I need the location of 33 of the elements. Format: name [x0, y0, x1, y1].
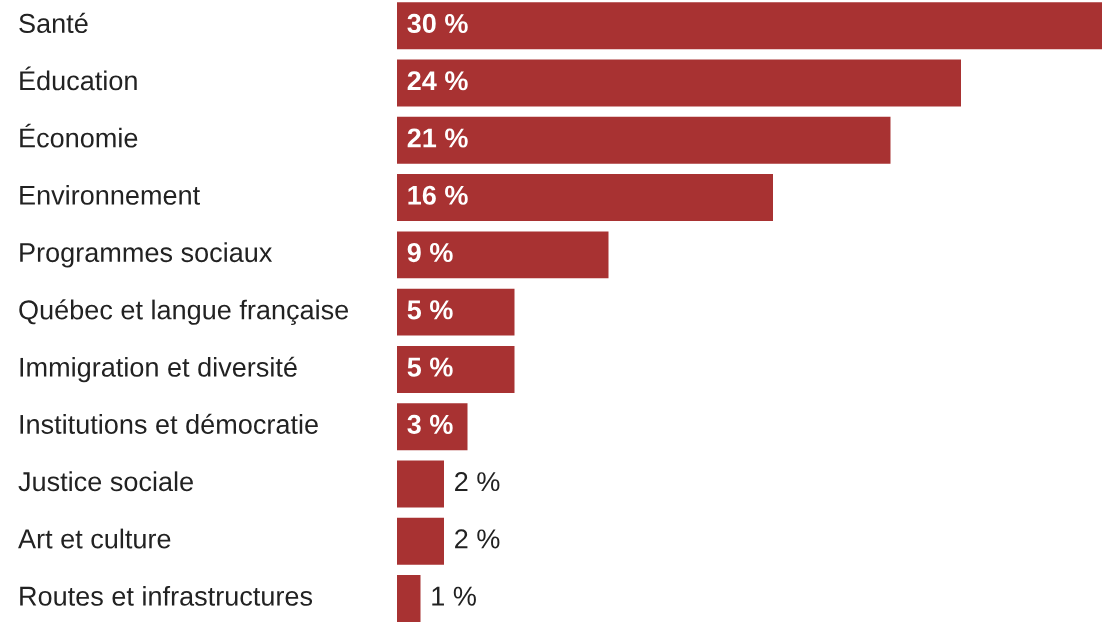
data-label: 5 % — [407, 357, 453, 377]
bar — [397, 2, 1102, 50]
bar — [397, 288, 515, 336]
data-label: 1 % — [432, 586, 476, 606]
bar — [397, 231, 609, 279]
data-label: 21 % — [407, 128, 468, 148]
y-tick-label: Art et culture — [18, 528, 171, 549]
y-tick-label: Justice sociale — [18, 471, 193, 492]
data-label: 3 % — [407, 414, 453, 434]
bar — [397, 403, 468, 451]
bar — [397, 517, 444, 565]
bar — [397, 345, 515, 393]
y-tick-label: Santé — [19, 12, 88, 34]
y-tick-label: Institutions et démocratie — [20, 413, 318, 434]
bar — [397, 174, 773, 222]
bar — [397, 575, 421, 622]
data-label: 2 % — [455, 529, 500, 549]
y-tick-label: Économie — [20, 123, 138, 148]
data-label: 2 % — [455, 472, 500, 492]
bar — [397, 460, 444, 508]
data-label: 16 % — [408, 185, 468, 205]
y-tick-label: Programmes sociaux — [20, 242, 273, 268]
data-label: 9 % — [407, 242, 453, 263]
data-label: 30 % — [407, 13, 468, 34]
bar — [397, 59, 961, 107]
y-tick-label: Environnement — [20, 184, 200, 205]
y-tick-label: Éducation — [20, 66, 137, 91]
data-label: 5 % — [407, 300, 453, 320]
y-tick-label: Routes et infrastructures — [20, 585, 313, 606]
data-label: 24 % — [407, 71, 468, 91]
bar — [397, 116, 891, 164]
y-tick-label: Québec et langue française — [19, 299, 349, 325]
y-tick-label: Immigration et diversité — [20, 356, 297, 383]
